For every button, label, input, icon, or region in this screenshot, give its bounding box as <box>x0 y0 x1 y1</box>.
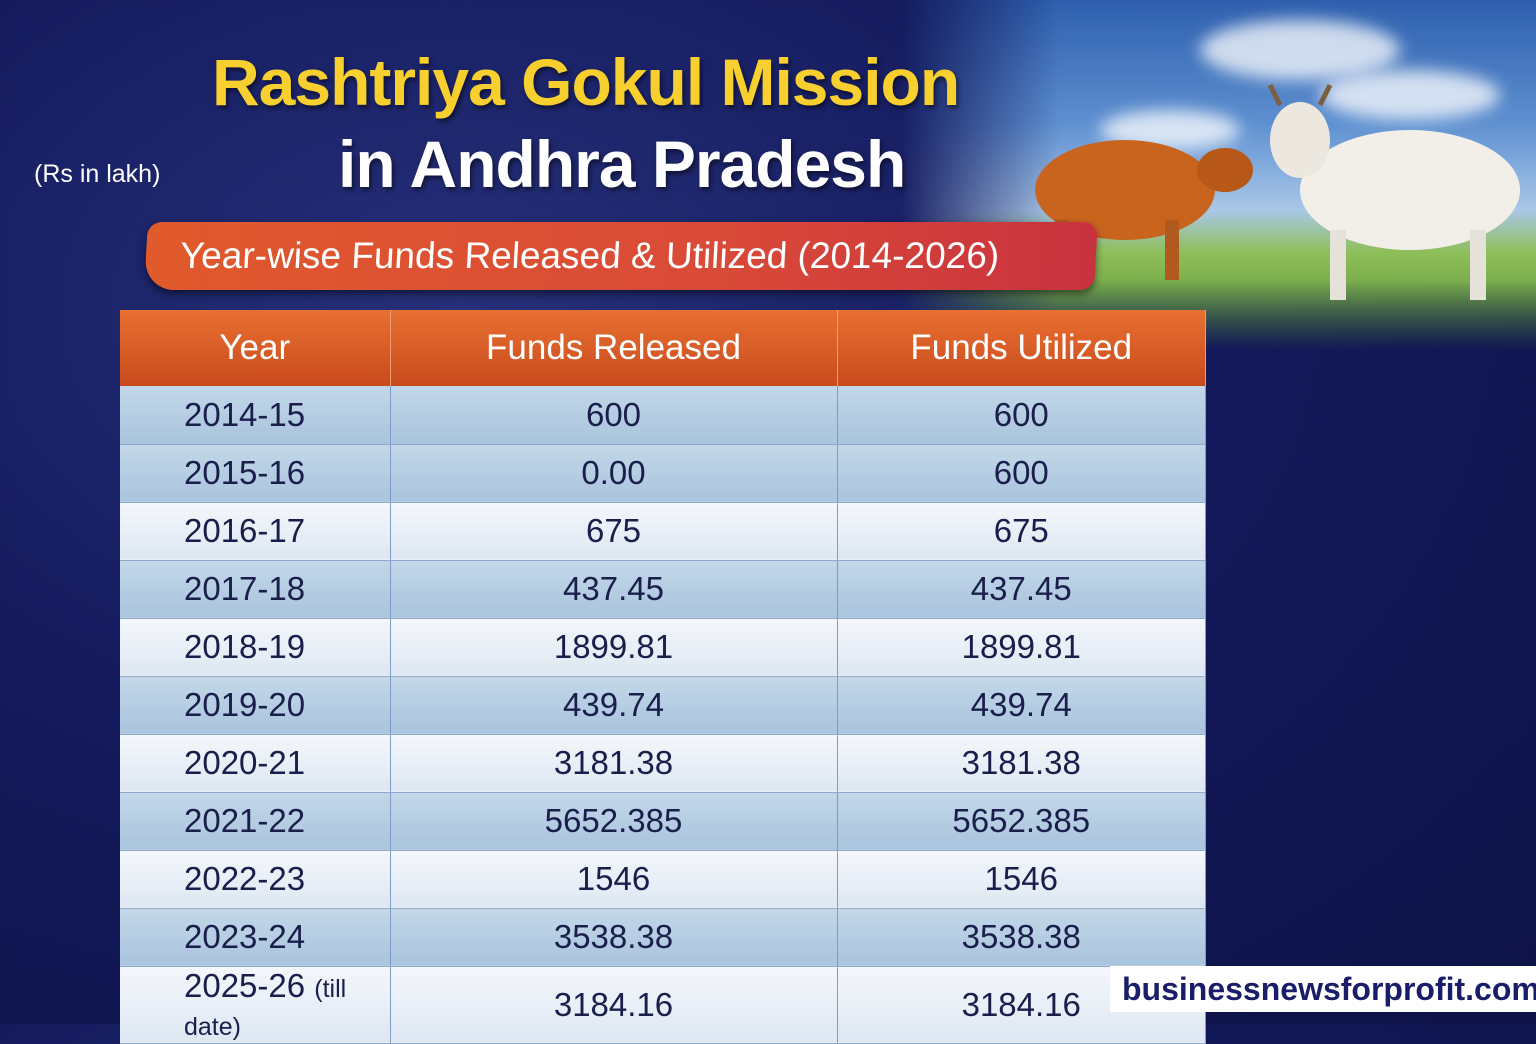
year-cell: 2015-16 <box>120 444 391 503</box>
year-text: 2021-22 <box>184 802 306 839</box>
table-row: 2017-18 437.45 437.45 <box>120 560 1206 619</box>
released-cell: 5652.385 <box>390 792 838 851</box>
table-row: 2016-17 675 675 <box>120 502 1206 561</box>
released-cell: 3181.38 <box>390 734 838 793</box>
released-cell: 437.45 <box>390 560 838 619</box>
table-row: 2025-26 (till date) 3184.16 3184.16 <box>120 966 1206 1044</box>
unit-label: (Rs in lakh) <box>34 160 161 188</box>
utilized-cell: 3538.38 <box>837 908 1206 967</box>
year-text: 2019-20 <box>184 686 306 723</box>
year-cell: 2019-20 <box>120 676 391 735</box>
year-cell: 2017-18 <box>120 560 391 619</box>
table-row: 2022-23 1546 1546 <box>120 850 1206 909</box>
utilized-cell: 437.45 <box>837 560 1206 619</box>
table-row: 2018-19 1899.81 1899.81 <box>120 618 1206 677</box>
year-cell: 2025-26 (till date) <box>120 966 391 1044</box>
table-row: 2020-21 3181.38 3181.38 <box>120 734 1206 793</box>
year-text: 2020-21 <box>184 744 306 781</box>
year-text: 2014-15 <box>184 395 306 433</box>
released-cell: 1546 <box>390 850 838 909</box>
column-header-released: Funds Released <box>390 310 838 386</box>
utilized-cell: 1899.81 <box>837 618 1206 677</box>
white-cow-image <box>1267 83 1520 300</box>
table-header-row: Year Funds Released Funds Utilized <box>120 310 1206 386</box>
column-header-utilized: Funds Utilized <box>837 310 1206 386</box>
year-text: 2017-18 <box>184 570 306 607</box>
year-text: 2022-23 <box>184 860 306 897</box>
subtitle-banner: Year-wise Funds Released & Utilized (201… <box>144 222 1098 290</box>
utilized-cell: 600 <box>837 386 1206 445</box>
released-cell: 675 <box>390 502 838 561</box>
title-line-1: Rashtriya Gokul Mission <box>212 45 960 119</box>
released-cell: 0.00 <box>390 444 838 503</box>
year-cell: 2014-15 <box>120 386 391 445</box>
utilized-cell: 600 <box>837 444 1206 503</box>
utilized-cell: 439.74 <box>837 676 1206 735</box>
year-text: 2018-19 <box>184 628 306 665</box>
utilized-cell: 675 <box>837 502 1206 561</box>
released-cell: 1899.81 <box>390 618 838 677</box>
column-header-year: Year <box>120 310 391 386</box>
year-text: 2015-16 <box>184 454 306 491</box>
year-text: 2023-24 <box>184 918 306 955</box>
year-cell: 2020-21 <box>120 734 391 793</box>
title-line-2: in Andhra Pradesh <box>338 127 906 201</box>
year-text: 2025-26 <box>184 966 306 1004</box>
table-row: 2021-22 5652.385 5652.385 <box>120 792 1206 851</box>
table-row: 2014-15 600 600 <box>120 386 1206 445</box>
year-cell: 2023-24 <box>120 908 391 967</box>
year-text: 2016-17 <box>184 512 306 549</box>
table-row: 2019-20 439.74 439.74 <box>120 676 1206 735</box>
released-cell: 3538.38 <box>390 908 838 967</box>
table-row: 2023-24 3538.38 3538.38 <box>120 908 1206 967</box>
released-cell: 600 <box>390 386 838 445</box>
year-cell: 2022-23 <box>120 850 391 909</box>
year-cell: 2018-19 <box>120 618 391 677</box>
funds-table: Year Funds Released Funds Utilized 2014-… <box>120 310 1206 1044</box>
utilized-cell: 1546 <box>837 850 1206 909</box>
year-cell: 2016-17 <box>120 502 391 561</box>
utilized-cell: 3181.38 <box>837 734 1206 793</box>
utilized-cell: 5652.385 <box>837 792 1206 851</box>
year-cell: 2021-22 <box>120 792 391 851</box>
watermark: businessnewsforprofit.com <box>1110 966 1536 1012</box>
released-cell: 439.74 <box>390 676 838 735</box>
released-cell: 3184.16 <box>390 966 838 1044</box>
table-row: 2015-16 0.00 600 <box>120 444 1206 503</box>
